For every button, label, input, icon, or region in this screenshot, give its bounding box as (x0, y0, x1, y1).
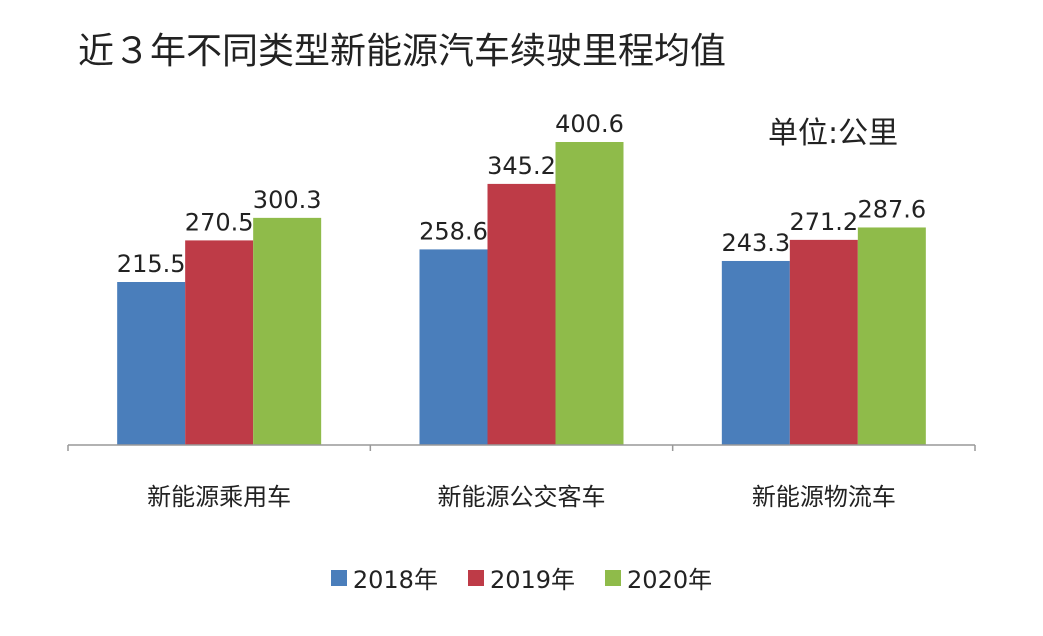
data-label: 243.3 (721, 229, 790, 257)
bar (253, 217, 322, 445)
data-label: 271.2 (789, 208, 858, 236)
bar (789, 239, 858, 445)
legend-label-2018: 2018年 (352, 566, 438, 594)
data-label: 287.6 (857, 195, 926, 223)
data-label: 215.5 (117, 250, 186, 278)
category-label: 新能源物流车 (752, 483, 896, 511)
bar (555, 142, 624, 445)
data-label: 345.2 (487, 152, 556, 180)
bar (185, 240, 254, 445)
legend-swatch-2018 (330, 569, 347, 586)
bar (487, 183, 556, 445)
data-label: 400.6 (555, 110, 624, 138)
legend-item-2020: 2020年 (605, 560, 712, 595)
bar (419, 249, 488, 445)
data-label: 258.6 (419, 217, 488, 245)
legend-swatch-2020 (605, 569, 622, 586)
bar (117, 282, 186, 445)
legend-item-2018: 2018年 (330, 560, 438, 595)
data-label: 300.3 (253, 186, 322, 214)
legend: 2018年 2019年 2020年 (0, 560, 1043, 595)
legend-label-2019: 2019年 (489, 566, 576, 594)
legend-label-2020: 2020年 (627, 566, 713, 594)
legend-swatch-2019 (467, 569, 484, 586)
bar (721, 260, 790, 445)
bar (857, 227, 926, 445)
category-label: 新能源公交客车 (438, 483, 606, 511)
unit-label: 单位:公里 (768, 116, 899, 151)
category-label: 新能源乘用车 (147, 483, 291, 511)
data-label: 270.5 (185, 208, 254, 236)
legend-item-2019: 2019年 (467, 560, 576, 595)
chart-title: 近３年不同类型新能源汽车续驶里程均值 (78, 31, 727, 72)
